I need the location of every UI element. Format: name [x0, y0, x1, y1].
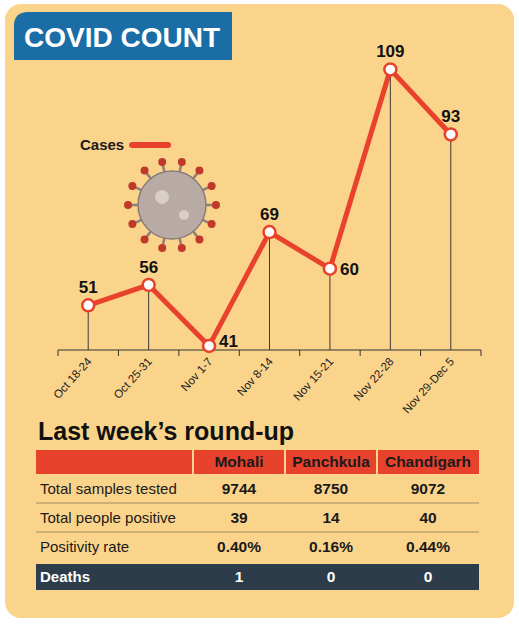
marker	[384, 63, 396, 75]
marker	[324, 263, 336, 275]
virus-spike-tip	[128, 220, 136, 228]
cell-value: 40	[419, 509, 436, 526]
plot-marks	[82, 63, 457, 352]
row-label: Positivity rate	[40, 538, 129, 555]
virus-spike-tip	[158, 158, 166, 166]
virus-spike-tip	[124, 201, 132, 209]
drop-line	[450, 134, 451, 350]
row-label: Deaths	[40, 568, 90, 585]
x-tick-label: Oct 25-31	[111, 355, 154, 401]
data-label: 41	[219, 332, 238, 351]
page: {"chart_data": {"type": "line", "title":…	[0, 0, 519, 625]
virus-body	[138, 171, 206, 239]
chart-title: COVID COUNT	[24, 22, 220, 53]
virus-spike-tip	[128, 182, 136, 190]
cell-value: 0	[327, 568, 336, 585]
virus-spike-tip	[195, 235, 203, 243]
column-header: Mohali	[214, 453, 263, 470]
virus-spike-tip	[158, 244, 166, 252]
x-tick-label: Nov 8-14	[235, 355, 276, 398]
row-label: Total samples tested	[40, 480, 177, 497]
table-title: Last week’s round-up	[38, 417, 294, 445]
virus-spike-tip	[141, 167, 149, 175]
cell-value: 39	[230, 509, 248, 526]
x-tick-label: Nov 22-28	[351, 355, 395, 402]
data-label: 56	[139, 258, 158, 277]
cell-value: 0.44%	[406, 538, 450, 555]
data-label: 69	[260, 205, 279, 224]
deaths-row	[36, 564, 479, 590]
data-label: 51	[79, 278, 98, 297]
line	[88, 69, 451, 346]
virus-spike-tip	[141, 235, 149, 243]
virus-spike-tip	[178, 244, 186, 252]
drop-line	[148, 285, 149, 350]
x-tick-label: Nov 1-7	[179, 355, 215, 393]
cell-value: 9072	[411, 480, 445, 497]
x-tick	[118, 350, 119, 356]
virus-spike-tip	[208, 220, 216, 228]
data-labels: 51 56 41 69 60 109 93	[79, 42, 460, 351]
x-tick	[360, 350, 361, 356]
cell-value: 0.16%	[309, 538, 353, 555]
legend-swatch	[132, 142, 168, 148]
data-label: 109	[376, 42, 404, 61]
title-box	[14, 12, 232, 60]
x-tick	[58, 350, 59, 356]
virus-illustration	[124, 158, 220, 252]
infographic: COVID COUNT Cases Oct 18-24 Oct 25-31 Nov 1-…	[0, 0, 519, 625]
header-divider	[192, 450, 194, 474]
cell-value: 14	[322, 509, 340, 526]
panel	[5, 4, 514, 618]
virus-spot	[155, 190, 169, 204]
header-divider	[376, 450, 378, 474]
cell-value: 1	[235, 568, 244, 585]
x-tick	[178, 350, 179, 356]
column-header: Panchkula	[292, 453, 370, 470]
cell-value: 8750	[314, 480, 348, 497]
table: Last week’s round-up Mohali Panchkula Chand…	[36, 417, 479, 590]
virus-spike-tip	[208, 182, 216, 190]
row-label: Total people positive	[40, 509, 176, 526]
legend: Cases	[80, 136, 168, 153]
marker	[264, 226, 276, 238]
virus-spike-tip	[212, 201, 220, 209]
virus-spike-tip	[195, 167, 203, 175]
x-tick-label: Oct 18-24	[51, 355, 94, 401]
header-row	[36, 450, 479, 474]
marker	[203, 340, 215, 352]
virus-spot	[179, 210, 189, 220]
x-tick-label: Nov 29-Dec 5	[400, 355, 456, 415]
marker	[143, 279, 155, 291]
drop-line	[390, 69, 391, 350]
data-label: 93	[441, 107, 460, 126]
marker	[445, 128, 457, 140]
drop-line	[329, 269, 330, 350]
x-tick	[420, 350, 421, 356]
row-divider	[36, 532, 479, 533]
marker	[82, 299, 94, 311]
x-tick-label: Nov 15-21	[291, 355, 335, 402]
cell-value: 0	[424, 568, 433, 585]
cell-value: 0.40%	[217, 538, 261, 555]
column-header: Chandigarh	[385, 453, 471, 470]
x-tick	[299, 350, 300, 356]
virus-spike-tip	[178, 158, 186, 166]
header-divider	[284, 450, 286, 474]
x-tick	[481, 350, 482, 356]
drop-line	[269, 232, 270, 350]
cell-value: 9744	[222, 480, 257, 497]
data-label: 60	[340, 260, 359, 279]
x-tick	[239, 350, 240, 356]
legend-label: Cases	[80, 136, 124, 153]
row-divider	[36, 503, 479, 504]
